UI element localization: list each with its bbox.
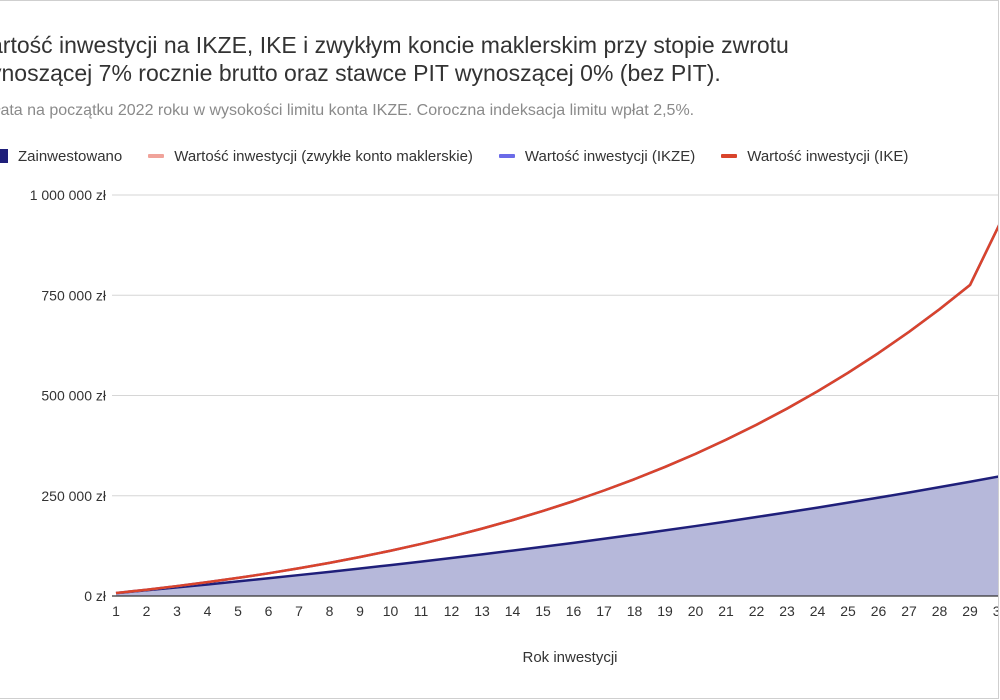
- legend-label: Wartość inwestycji (IKE): [747, 147, 909, 165]
- x-tick-label: 21: [718, 603, 734, 619]
- x-tick-label: 18: [627, 603, 643, 619]
- y-tick-label: 1 000 000 zł: [30, 187, 107, 203]
- y-axis-ticks: 0 zł 250 000 zł 500 000 zł 750 000 zł 1 000 …: [30, 187, 107, 604]
- x-tick-label: 27: [901, 603, 917, 619]
- chart-subtitle: płata na początku 2022 roku w wysokości …: [0, 102, 695, 119]
- legend-label: Wartość inwestycji (IKZE): [524, 147, 696, 165]
- x-tick-label: 8: [326, 603, 334, 619]
- legend-swatch-zainwestowano: [0, 149, 8, 163]
- legend-swatch-ikze: [498, 154, 515, 158]
- x-axis-title: Rok inwestycji: [522, 649, 617, 666]
- chart-legend: Zainwestowano Wartość inwestycji (zwykłe…: [0, 145, 934, 167]
- x-tick-label: 26: [871, 603, 887, 619]
- series-area-zainwestowano: [116, 476, 998, 596]
- legend-item-ike[interactable]: Wartość inwestycji (IKE): [721, 148, 908, 165]
- x-tick-label: 5: [234, 603, 242, 619]
- x-tick-label: 24: [810, 603, 826, 619]
- chart-title-line-2: ynoszącej 7% rocznie brutto oraz stawce …: [0, 60, 721, 86]
- legend-item-zwykle-konto[interactable]: Wartość inwestycji (zwykłe konto maklers…: [148, 148, 473, 165]
- legend-item-zainwestowano[interactable]: Zainwestowano: [0, 148, 122, 165]
- x-axis: 1 2 3 4 5 6 7 8 9 10 11 12 13 14 15 16 17 18 19 20 21 22 23 24 2…: [112, 595, 999, 619]
- x-tick-label: 10: [383, 603, 399, 619]
- x-tick-label: 28: [932, 603, 948, 619]
- x-tick-label: 2: [143, 603, 151, 619]
- series-line-ike: [115, 224, 998, 595]
- x-tick-label: 3: [173, 603, 181, 619]
- x-tick-label: 6: [265, 603, 273, 619]
- x-tick-label: 12: [444, 603, 460, 619]
- x-tick-label: 25: [840, 603, 856, 619]
- chart-title-line-1: artość inwestycji na IKZE, IKE i zwykłym…: [0, 32, 789, 58]
- x-tick-label: 19: [657, 603, 673, 619]
- legend-swatch-zwykle-konto: [148, 154, 165, 158]
- y-tick-label: 750 000 zł: [41, 287, 106, 303]
- x-tick-label: 17: [596, 603, 612, 619]
- x-tick-label: 11: [414, 603, 429, 619]
- x-tick-label: 4: [204, 603, 212, 619]
- y-tick-label: 0 zł: [84, 588, 107, 604]
- x-tick-label: 15: [535, 603, 551, 619]
- legend-label: Zainwestowano: [18, 147, 123, 165]
- legend-swatch-ike: [721, 154, 738, 158]
- x-tick-label: 29: [962, 603, 978, 619]
- x-tick-label: 9: [356, 603, 364, 619]
- y-tick-label: 500 000 zł: [41, 388, 106, 404]
- chart-title: artość inwestycji na IKZE, IKE i zwykłym…: [0, 31, 998, 87]
- legend-label: Wartość inwestycji (zwykłe konto maklers…: [174, 147, 473, 165]
- x-tick-label: 7: [295, 603, 303, 619]
- x-tick-label: 13: [474, 603, 490, 619]
- x-tick-label: 23: [779, 603, 795, 619]
- x-tick-label: 20: [688, 603, 704, 619]
- y-tick-label: 250 000 zł: [41, 488, 106, 504]
- chart-series: [115, 224, 998, 596]
- series-line-zainwestowano: [115, 475, 998, 595]
- x-tick-label: 1: [112, 603, 120, 619]
- x-tick-label: 22: [749, 603, 765, 619]
- x-tick-label: 14: [505, 603, 521, 619]
- x-tick-label: 30: [993, 603, 999, 619]
- legend-item-ikze[interactable]: Wartość inwestycji (IKZE): [498, 147, 696, 165]
- x-tick-label: 16: [566, 603, 582, 619]
- gridlines: [112, 194, 998, 497]
